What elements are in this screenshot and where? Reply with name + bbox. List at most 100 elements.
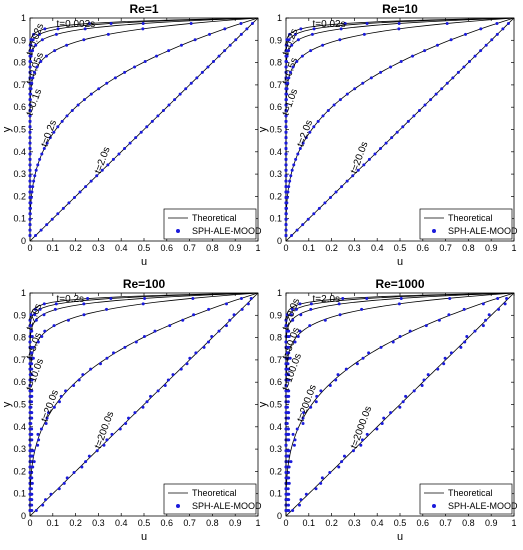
sph-marker	[53, 49, 57, 53]
sph-marker	[28, 443, 32, 447]
sph-marker	[30, 81, 34, 85]
sph-marker	[37, 438, 41, 442]
sph-marker	[52, 130, 56, 134]
sph-marker	[310, 32, 314, 36]
sph-marker	[46, 411, 50, 415]
sph-marker	[299, 313, 303, 317]
y-tick-label: 0.6	[13, 102, 26, 112]
y-tick-label: 0.9	[13, 35, 26, 45]
sph-marker	[97, 87, 101, 91]
sph-marker	[449, 38, 453, 42]
sph-marker	[34, 234, 38, 238]
sph-marker	[28, 163, 32, 167]
y-tick-label: 0.9	[269, 310, 282, 320]
sph-marker	[143, 60, 147, 64]
sph-marker	[468, 60, 472, 64]
sph-marker	[295, 228, 299, 232]
sph-marker	[345, 92, 349, 96]
sph-marker	[284, 212, 288, 216]
sph-marker	[384, 141, 388, 145]
sph-marker	[82, 302, 86, 306]
sph-marker	[32, 449, 36, 453]
sph-marker	[42, 313, 46, 317]
sph-marker	[344, 367, 348, 371]
sph-marker	[369, 76, 373, 80]
sph-marker	[38, 307, 42, 311]
sph-marker	[57, 400, 61, 404]
sph-marker	[189, 21, 193, 25]
sph-marker	[42, 147, 46, 151]
sph-marker	[284, 405, 288, 409]
sph-marker	[127, 416, 131, 420]
y-tick-label: 0.9	[13, 310, 26, 320]
sph-marker	[28, 136, 32, 140]
sph-marker	[206, 340, 210, 344]
sph-marker	[239, 21, 243, 25]
sph-marker	[80, 465, 84, 469]
y-axis-label: y	[1, 401, 13, 407]
sph-marker	[72, 195, 76, 199]
sph-marker	[304, 492, 308, 496]
x-tick-label: 0.1	[47, 518, 60, 528]
sph-marker	[28, 185, 32, 189]
sph-marker	[375, 427, 379, 431]
sph-marker	[171, 373, 175, 377]
sph-marker	[463, 340, 467, 344]
sph-marker	[490, 38, 494, 42]
sph-marker	[28, 373, 32, 377]
y-tick-label: 0.1	[269, 214, 282, 224]
sph-marker	[395, 130, 399, 134]
sph-marker	[404, 394, 408, 398]
legend-marker-swatch	[432, 229, 436, 233]
x-tick-label: 0.8	[206, 243, 219, 253]
sph-marker	[287, 449, 291, 453]
sph-marker	[464, 32, 468, 36]
y-axis-label: y	[257, 126, 269, 132]
sph-marker	[155, 54, 159, 58]
chart-title: Re=1	[129, 2, 158, 16]
sph-marker	[82, 98, 86, 102]
sph-marker	[495, 32, 499, 36]
sph-marker	[168, 324, 172, 328]
sph-marker	[294, 157, 298, 161]
y-tick-label: 0.4	[13, 422, 26, 432]
sph-marker	[82, 313, 86, 317]
sph-marker	[191, 296, 195, 300]
x-tick-label: 0.2	[325, 243, 338, 253]
sph-marker	[284, 427, 288, 431]
y-tick-label: 0.6	[269, 377, 282, 387]
sph-marker	[397, 21, 401, 25]
sph-marker	[328, 383, 332, 387]
sph-marker	[156, 114, 160, 118]
sph-marker	[285, 92, 289, 96]
sph-marker	[223, 49, 227, 53]
sph-marker	[473, 54, 477, 58]
y-tick-label: 0	[21, 236, 26, 246]
sph-marker	[84, 185, 88, 189]
sph-marker	[309, 302, 313, 306]
sph-marker	[291, 318, 295, 322]
sph-marker	[123, 147, 127, 151]
sph-marker	[287, 465, 291, 469]
y-axis-label: y	[257, 401, 269, 407]
sph-marker	[506, 21, 510, 25]
sph-marker	[288, 356, 292, 360]
sph-marker	[389, 65, 393, 69]
sph-marker	[289, 313, 293, 317]
sph-marker	[289, 174, 293, 178]
sph-marker	[30, 454, 34, 458]
y-tick-label: 0.7	[269, 80, 282, 90]
sph-marker	[167, 103, 171, 107]
sph-marker	[398, 405, 402, 409]
curve-label: t=0.02s	[313, 19, 346, 30]
sph-marker	[105, 438, 109, 442]
sph-marker	[287, 378, 291, 382]
sph-marker	[31, 356, 35, 360]
sph-marker	[456, 70, 460, 74]
sph-marker	[289, 460, 293, 464]
sph-marker	[28, 318, 32, 322]
sph-marker	[351, 174, 355, 178]
sph-marker	[29, 329, 33, 333]
sph-marker	[250, 21, 254, 25]
sph-marker	[340, 460, 344, 464]
